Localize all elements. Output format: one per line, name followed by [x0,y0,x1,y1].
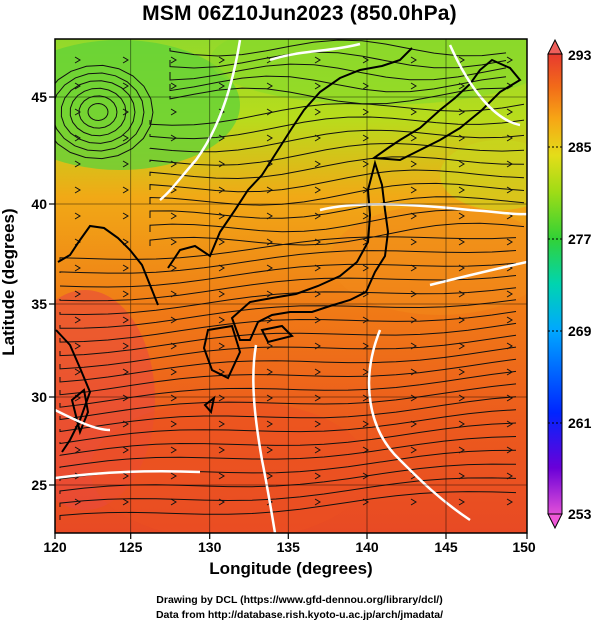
x-tick-label: 135 [277,539,301,555]
colorbar-tick-label: 293 [568,47,592,63]
credit-data: Data from http://database.rish.kyoto-u.a… [155,609,444,621]
map-gridlines [55,39,527,533]
x-tick-label: 125 [119,539,143,555]
colorbar-min-arrow [547,513,563,530]
figure-title: MSM 06Z10Jun2023 (850.0hPa) [142,2,457,25]
credit-drawing: Drawing by DCL (https://www.gfd-dennou.o… [156,594,443,606]
colorbar: 293 285 277 269 261 253 [547,38,592,530]
x-tick-label: 130 [198,539,222,555]
colorbar-max-arrow [547,38,563,55]
y-tick-label: 40 [31,196,47,212]
y-tick-label: 25 [31,477,47,493]
colorbar-tick-label: 261 [568,415,592,431]
x-tick-label: 145 [434,539,458,555]
y-tick-label: 45 [31,89,47,105]
axis-ticks [49,96,528,539]
wind-streamlines [55,39,525,520]
map-frame [54,38,528,534]
x-axis-label: Longitude (degrees) [209,559,373,578]
x-tick-label: 120 [43,539,67,555]
y-tick-label: 30 [31,389,47,405]
x-tick-label: 140 [355,539,379,555]
colorbar-tick-label: 269 [568,323,592,339]
colorbar-tick-label: 253 [568,506,592,522]
colorbar-tick-label: 285 [568,139,592,155]
y-axis-label: Latitude (degrees) [0,208,18,356]
colorbar-tick-label: 277 [568,231,592,247]
temperature-field [55,39,527,533]
y-tick-label: 35 [31,296,47,312]
temperature-contours [55,39,527,533]
x-tick-label: 150 [512,539,536,555]
